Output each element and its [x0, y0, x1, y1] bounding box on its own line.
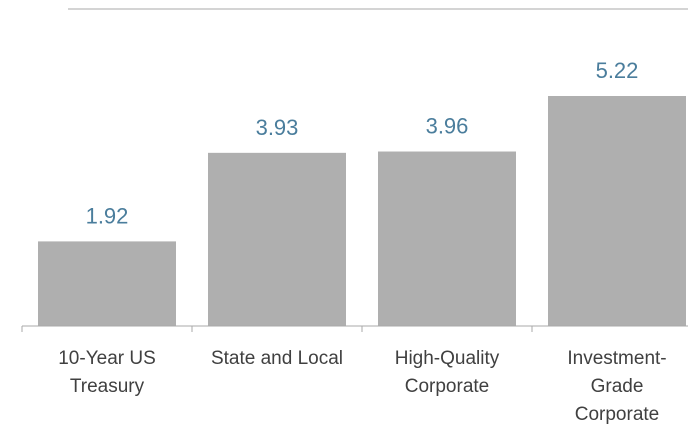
- bar: [208, 152, 346, 326]
- data-label: 3.93: [256, 115, 299, 140]
- data-label: 5.22: [596, 58, 639, 83]
- x-axis-ticks-group: [21, 326, 533, 332]
- bar: [548, 96, 686, 326]
- bars-group: [38, 96, 686, 326]
- data-label: 1.92: [86, 203, 129, 228]
- data-label: 3.96: [426, 114, 469, 139]
- bar: [38, 241, 176, 326]
- value-labels-group: 1.92 3.93 3.96 5.22: [86, 58, 639, 228]
- category-tick-label: State and Local: [211, 348, 343, 369]
- category-tick-label: Investment-Grade Corporate: [567, 348, 666, 424]
- category-labels-group: 10-Year US Treasury State and Local High-Qu…: [58, 348, 666, 424]
- bar: [378, 151, 516, 326]
- category-tick-label: 10-Year US Treasury: [58, 348, 156, 397]
- category-tick-label: High-Quality Corporate: [395, 348, 500, 397]
